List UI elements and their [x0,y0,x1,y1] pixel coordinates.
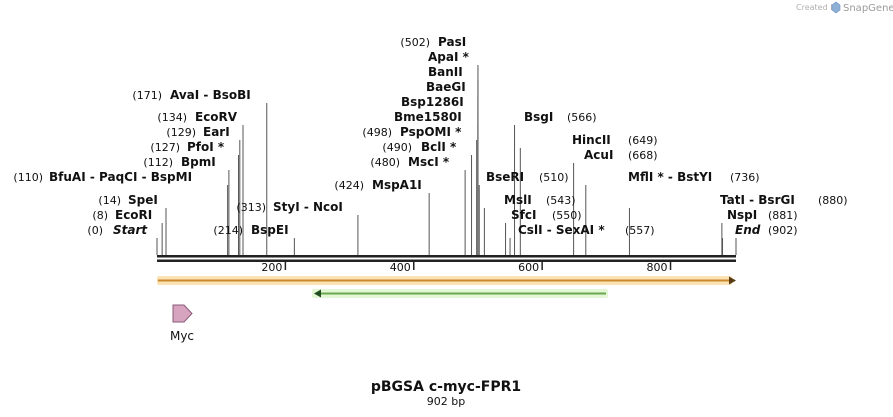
site-name-bfuai[interactable]: BfuAI - PaqCI - BspMI [49,170,192,184]
feature-myc-arrow[interactable] [172,304,193,323]
site-name-nspi[interactable]: NspI [727,208,757,222]
site-name-bseri[interactable]: BseRI [486,170,524,184]
site-pos-styi: (313) [236,201,266,214]
ruler-tick-label-200: 200 [261,261,282,274]
site-pos-bfuai: (110) [13,171,43,184]
site-pos-acui: (668) [628,149,658,162]
site-pos-ecorv: (134) [157,111,187,124]
site-pos-avai: (171) [132,89,162,102]
site-pos-hincii: (649) [628,134,658,147]
site-pos-pspomi: (498) [362,126,392,139]
site-name-ecori[interactable]: EcoRI [115,208,152,222]
map-length: 902 bp [427,395,465,408]
ruler-tick-label-600: 600 [518,261,539,274]
site-name-baegi[interactable]: BaeGI [426,80,466,94]
site-name-bsp1286i[interactable]: Bsp1286I [401,95,464,109]
site-name-bcli[interactable]: BclI * [421,140,457,154]
site-pos-mfli: (736) [730,171,760,184]
site-name-tati[interactable]: TatI - BsrGI [720,193,795,207]
site-pos-pasi: (502) [400,36,430,49]
site-pos-ecori: (8) [92,209,108,222]
site-name-pspomi[interactable]: PspOMI * [400,125,462,139]
site-name-apai[interactable]: ApaI * [428,50,470,64]
site-name-mfli[interactable]: MflI * - BstYI [628,170,712,184]
ruler-ticks: 200 400 600 800 [261,261,672,274]
site-pos-bpmi: (112) [143,156,173,169]
site-labels: (0) Start (8) EcoRI (14) SpeI (110) BfuA… [13,35,847,237]
feature-myc-label: Myc [170,329,194,343]
site-name-bme1580i[interactable]: Bme1580I [394,110,462,124]
site-pos-tati: (880) [818,194,848,207]
site-name-bsgi[interactable]: BsgI [524,110,553,124]
site-name-msli[interactable]: MslI [504,193,532,207]
map-title: pBGSA c-myc-FPR1 [371,379,521,395]
site-pos-pfoi: (127) [150,141,180,154]
site-pos-msci: (480) [370,156,400,169]
ruler-tick-label-400: 400 [390,261,411,274]
credit-brand: SnapGene [843,3,893,14]
site-name-csli[interactable]: CslI - SexAI * [518,223,605,237]
site-name-banii[interactable]: BanII [428,65,463,79]
site-pos-spei: (14) [98,194,121,207]
features: Myc [157,276,736,343]
site-name-ecorv[interactable]: EcoRV [195,110,238,124]
site-pos-bseri: (510) [539,171,569,184]
site-name-end[interactable]: End [735,223,761,237]
ruler-tick-label-800: 800 [647,261,668,274]
site-pos-csli: (557) [625,224,655,237]
site-pos-bsgi: (566) [567,111,597,124]
site-name-acui[interactable]: AcuI [584,148,613,162]
site-name-mspa1i[interactable]: MspA1I [372,178,422,192]
site-name-sfci[interactable]: SfcI [511,208,536,222]
site-name-pasi[interactable]: PasI [438,35,466,49]
credit-prefix: Created by [796,3,840,12]
site-pos-bspei: (214) [213,224,243,237]
site-pos-msli: (543) [546,194,576,207]
site-name-spei[interactable]: SpeI [128,193,158,207]
site-name-eari[interactable]: EarI [203,125,230,139]
site-pos-mspa1i: (424) [334,179,364,192]
site-name-avai[interactable]: AvaI - BsoBI [170,88,251,102]
site-name-start[interactable]: Start [113,223,148,237]
site-name-hincii[interactable]: HincII [572,133,611,147]
feature-cds-reverse-arrow[interactable] [312,289,608,298]
site-pos-nspi: (881) [768,209,798,222]
site-name-msci[interactable]: MscI * [408,155,450,169]
site-pos-bcli: (490) [382,141,412,154]
sequence-backbone[interactable] [157,255,736,262]
site-name-bpmi[interactable]: BpmI [181,155,216,169]
site-name-pfoi[interactable]: PfoI * [187,140,225,154]
site-name-bspei[interactable]: BspEI [251,223,289,237]
site-pos-start: (0) [87,224,103,237]
site-pos-eari: (129) [166,126,196,139]
feature-backbone-arrow[interactable] [157,276,736,285]
site-pos-end: (902) [768,224,798,237]
site-name-styi[interactable]: StyI - NcoI [273,200,343,214]
site-leaders [156,65,737,255]
site-pos-sfci: (550) [552,209,582,222]
snapgene-logo-icon [831,1,841,14]
